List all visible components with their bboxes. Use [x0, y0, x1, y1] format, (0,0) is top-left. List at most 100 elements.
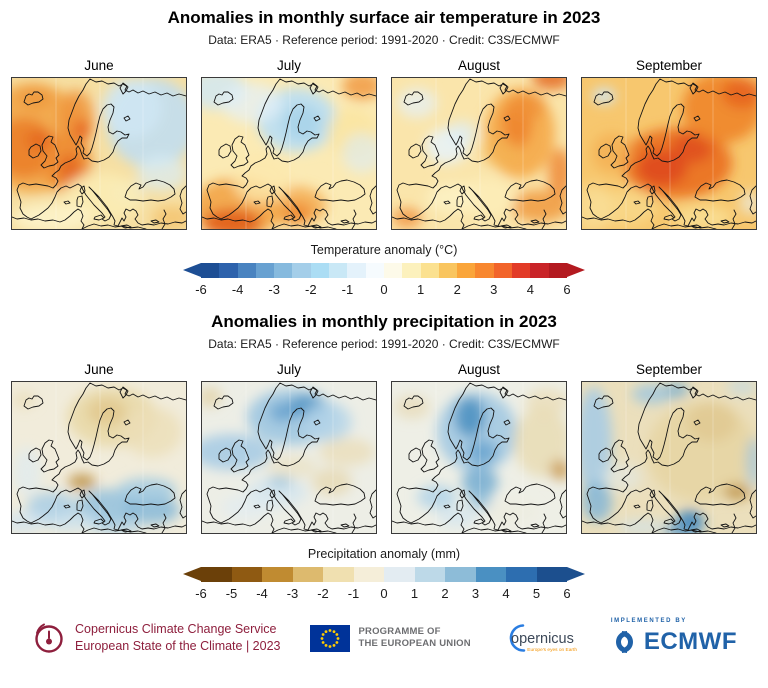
c3s-thermometer-icon [35, 623, 63, 653]
colorbar-label: Temperature anomaly (°C) [310, 243, 458, 257]
temperature-anomaly-map [391, 77, 567, 230]
ecmwf-wordmark: ECMWF [643, 628, 737, 655]
colorbar-tick: 6 [563, 586, 571, 601]
implemented-by-label: IMPLEMENTED BY [610, 618, 687, 624]
colorbar-tick: 3 [490, 282, 498, 297]
map-panel-precipitation-september: September [581, 362, 757, 534]
map-panel-temperature-september: September [581, 58, 757, 230]
map-month-label: July [276, 58, 301, 73]
c3s-service-name: Copernicus Climate Change Service [75, 622, 277, 637]
colorbar-tick: 1 [410, 586, 419, 601]
precipitation-colorbar-block: Precipitation anomaly (mm) -6 -5 -4 -3 -2 -1 0 1… [183, 547, 585, 601]
copernicus-tagline: Europe's eyes on Earth [527, 647, 577, 653]
colorbar-tick: -6 [195, 282, 207, 297]
colorbar-segment [219, 263, 238, 278]
colorbar-segment [201, 567, 232, 582]
precipitation-subtitle: Data: ERA5 · Reference period: 1991-2020… [208, 337, 560, 351]
map-panel-precipitation-august: August [391, 362, 567, 534]
colorbar-tick: 0 [380, 282, 388, 297]
temperature-anomaly-map [11, 77, 187, 230]
colorbar-segment [402, 263, 421, 278]
colorbar-tick: 1 [416, 282, 425, 297]
map-month-label: August [457, 58, 501, 73]
colorbar-segment [383, 263, 403, 278]
colorbar-segment [445, 567, 476, 582]
precipitation-anomaly-map [201, 381, 377, 534]
colorbar-tick: 0 [380, 586, 388, 601]
colorbar-segment [255, 263, 275, 278]
colorbar-segment [262, 567, 293, 582]
c3s-text: Copernicus Climate Change Service Europe… [75, 621, 280, 655]
colorbar-segment [548, 263, 567, 278]
colorbar-tick: -5 [225, 586, 238, 601]
precipitation-anomaly-map [391, 381, 567, 534]
copernicus-logo-group: opernicus Europe's eyes on Earth [501, 622, 579, 654]
copernicus-wordmark: opernicus [511, 631, 574, 647]
colorbar-tick: -2 [305, 282, 317, 297]
map-panel-temperature-july: July [201, 58, 377, 230]
temperature-subtitle: Data: ERA5 · Reference period: 1991-2020… [208, 33, 560, 47]
colorbar-segment [530, 263, 549, 278]
c3s-report-name: European State of the Climate | 2023 [75, 639, 281, 653]
map-month-label: June [84, 362, 114, 377]
colorbar-tick: 5 [532, 586, 541, 601]
precipitation-maps-row: June July August September [0, 362, 768, 534]
colorbar-segment [231, 567, 262, 582]
colorbar-tick: 3 [471, 586, 480, 601]
temperature-section: Anomalies in monthly surface air tempera… [0, 8, 768, 297]
colorbar-segment [384, 567, 415, 582]
map-month-label: June [84, 58, 114, 73]
colorbar-segment [274, 263, 293, 278]
precipitation-section: Anomalies in monthly precipitation in 20… [0, 312, 768, 601]
precipitation-title: Anomalies in monthly precipitation in 20… [211, 312, 557, 331]
temperature-anomaly-map [581, 77, 757, 230]
colorbar-tick: 6 [563, 282, 571, 297]
colorbar-right-arrow [567, 263, 585, 277]
colorbar-segment [292, 567, 323, 582]
colorbar-tick: -6 [195, 586, 207, 601]
map-month-label: September [635, 362, 703, 377]
ecmwf-globe-icon [615, 631, 633, 653]
map-panel-precipitation-june: June [11, 362, 187, 534]
temperature-colorbar-block: Temperature anomaly (°C) -6 -4 -3 -2 -1 0 1 2 3 4 6 [183, 243, 585, 297]
colorbar-segment [310, 263, 330, 278]
colorbar-segment [457, 263, 476, 278]
colorbar-segment [493, 263, 513, 278]
colorbar-segment [201, 263, 220, 278]
colorbar-segment [414, 567, 445, 582]
footer-logos: Copernicus Climate Change Service Europe… [0, 618, 768, 658]
colorbar-segment [506, 567, 537, 582]
colorbar-segment [329, 263, 348, 278]
figure-page: Anomalies in monthly surface air tempera… [0, 8, 768, 658]
colorbar-tick: 4 [526, 282, 535, 297]
colorbar: -6 -5 -4 -3 -2 -1 0 1 2 3 4 5 6 [183, 567, 585, 601]
colorbar: -6 -4 -3 -2 -1 0 1 2 3 4 6 [183, 263, 585, 297]
colorbar-tick: 4 [502, 586, 510, 601]
colorbar-left-arrow [183, 263, 201, 277]
colorbar-tick: 2 [453, 282, 461, 297]
colorbar-segment [292, 263, 311, 278]
precipitation-anomaly-map [581, 381, 757, 534]
colorbar-label: Precipitation anomaly (mm) [307, 547, 461, 561]
map-month-label: September [635, 58, 703, 73]
colorbar-segment [420, 263, 439, 278]
colorbar-segment [323, 567, 354, 582]
eu-programme-line2: THE EUROPEAN UNION [358, 638, 471, 649]
colorbar-segment [237, 263, 256, 278]
ecmwf-logo-group: IMPLEMENTED BY ECMWF [609, 618, 737, 658]
colorbar-tick: -3 [286, 586, 299, 601]
colorbar-segment [347, 263, 366, 278]
colorbar-tick: -2 [317, 586, 329, 601]
eu-programme-group: PROGRAMME OF THE EUROPEAN UNION [310, 624, 471, 652]
map-panel-precipitation-july: July [201, 362, 377, 534]
map-month-label: July [276, 362, 301, 377]
colorbar-segment [365, 263, 384, 278]
colorbar-segment [512, 263, 531, 278]
c3s-logo-group: Copernicus Climate Change Service Europe… [31, 620, 280, 656]
colorbar-segment [353, 567, 384, 582]
colorbar-tick: -4 [256, 586, 268, 601]
colorbar-segment [475, 263, 494, 278]
colorbar-segment [438, 263, 458, 278]
colorbar-segment [536, 567, 567, 582]
temperature-anomaly-map [201, 77, 377, 230]
